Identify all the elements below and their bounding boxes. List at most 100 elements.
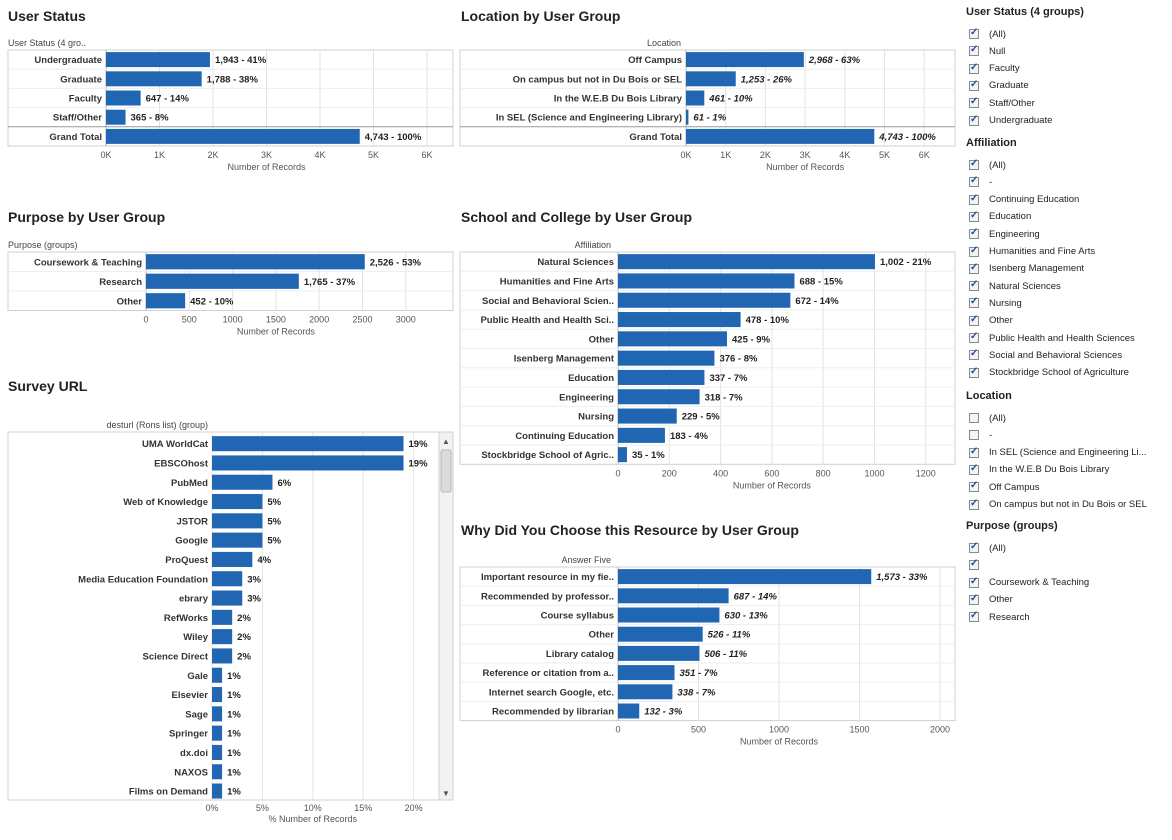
checked-checkbox-icon[interactable] [969,463,979,475]
bar[interactable] [212,513,263,529]
checked-checkbox-icon[interactable] [969,62,979,74]
bar[interactable] [212,687,223,703]
bar[interactable] [618,684,673,700]
bar[interactable] [618,588,729,604]
bar[interactable] [212,764,223,780]
bar[interactable] [106,109,126,125]
bar[interactable] [212,783,223,799]
filter-option[interactable]: Staff/Other [969,95,1035,111]
bar[interactable] [212,532,263,548]
bar[interactable] [686,90,705,106]
bar[interactable] [146,293,186,309]
bar[interactable] [686,128,875,144]
checked-checkbox-icon[interactable] [969,610,979,623]
scrollbar-track[interactable] [438,431,454,801]
filter-option[interactable]: (All) [969,540,1006,556]
bar[interactable] [212,744,223,760]
filter-option[interactable]: Nursing [969,295,1022,311]
checked-checkbox-icon[interactable] [969,446,979,458]
bar[interactable] [618,645,700,661]
bar[interactable] [106,90,141,106]
checked-checkbox-icon[interactable] [969,27,979,39]
filter-option[interactable]: Graduate [969,78,1029,94]
bar[interactable] [146,273,299,289]
bar[interactable] [212,474,273,490]
filter-option[interactable]: (All) [969,410,1006,426]
bar[interactable] [618,254,876,270]
checked-checkbox-icon[interactable] [969,593,979,605]
scroll-down-icon[interactable]: ▼ [442,789,450,798]
bar[interactable] [618,312,741,328]
filter-option[interactable]: Faculty [969,61,1020,77]
filter-option[interactable]: Null [969,43,1005,59]
filter-option[interactable]: Research [969,609,1030,625]
filter-option[interactable]: Continuing Education [969,192,1079,208]
bar[interactable] [618,273,795,289]
checked-checkbox-icon[interactable] [969,210,979,222]
bar[interactable] [618,626,703,642]
filter-option[interactable]: Humanities and Fine Arts [969,244,1095,260]
bar[interactable] [212,494,263,510]
filter-option[interactable]: Education [969,209,1031,225]
filter-option[interactable]: Off Campus [969,479,1040,495]
bar[interactable] [212,609,233,625]
filter-option[interactable]: - [969,174,992,190]
unchecked-checkbox-icon[interactable] [969,430,979,441]
bar[interactable] [212,551,253,567]
checked-checkbox-icon[interactable] [969,158,979,170]
checked-checkbox-icon[interactable] [969,314,979,326]
checked-checkbox-icon[interactable] [969,44,979,57]
filter-option[interactable]: (All) [969,157,1006,173]
filter-option[interactable]: Public Health and Health Sciences [969,330,1135,346]
bar[interactable] [618,292,791,308]
checked-checkbox-icon[interactable] [969,96,979,109]
filter-option[interactable]: Coursework & Teaching [969,575,1089,591]
checked-checkbox-icon[interactable] [969,279,979,292]
checked-checkbox-icon[interactable] [969,193,979,205]
checked-checkbox-icon[interactable] [969,576,979,588]
bar[interactable] [212,590,243,606]
filter-option[interactable]: Isenberg Management [969,261,1084,277]
bar[interactable] [686,71,736,87]
bar[interactable] [146,254,365,270]
checked-checkbox-icon[interactable] [969,227,979,240]
bar[interactable] [212,725,223,741]
bar[interactable] [212,455,404,471]
filter-option[interactable]: Other [969,313,1013,329]
checked-checkbox-icon[interactable] [969,262,979,274]
bar[interactable] [618,389,700,405]
bar[interactable] [106,128,360,144]
bar[interactable] [618,703,640,719]
checked-checkbox-icon[interactable] [969,114,979,126]
scroll-up-icon[interactable]: ▲ [442,437,450,446]
bar[interactable] [686,52,804,68]
filter-option[interactable]: On campus but not in Du Bois or SEL [969,497,1147,513]
bar[interactable] [106,71,202,87]
checked-checkbox-icon[interactable] [969,558,979,571]
bar[interactable] [618,408,677,424]
bar[interactable] [212,706,223,722]
filter-option[interactable]: Engineering [969,226,1040,242]
bar[interactable] [618,607,720,623]
filter-option[interactable]: Undergraduate [969,113,1052,129]
bar[interactable] [212,667,223,683]
bar[interactable] [212,629,233,645]
checked-checkbox-icon[interactable] [969,480,979,493]
filter-option[interactable]: - [969,427,992,443]
bar[interactable] [618,569,872,585]
checked-checkbox-icon[interactable] [969,498,979,510]
bar[interactable] [618,331,728,347]
bar[interactable] [618,369,705,385]
bar[interactable] [618,350,715,366]
filter-option[interactable]: Natural Sciences [969,278,1061,294]
bar[interactable] [212,648,233,664]
checked-checkbox-icon[interactable] [969,348,979,361]
checked-checkbox-icon[interactable] [969,541,979,553]
scrollbar-thumb[interactable] [440,449,452,493]
filter-option[interactable]: Social and Behavioral Sciences [969,347,1122,363]
filter-option[interactable] [969,557,989,573]
checked-checkbox-icon[interactable] [969,296,979,309]
bar[interactable] [618,447,627,463]
filter-option[interactable]: In SEL (Science and Engineering Li... [969,445,1147,461]
bar[interactable] [618,427,665,443]
